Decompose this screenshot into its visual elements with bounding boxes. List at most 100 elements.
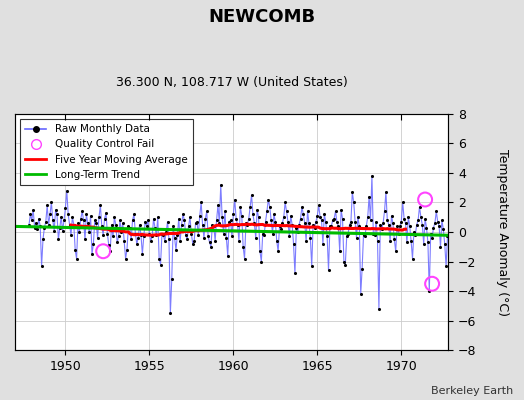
Point [57,214,66,220]
Point [361,233,369,240]
Point [381,189,390,195]
Point [350,199,358,206]
Point [322,218,330,225]
Point [267,217,275,224]
Point [210,223,218,229]
Point [216,182,225,188]
Point [46,211,54,218]
Point [438,217,446,224]
Point [393,223,401,229]
Point [239,244,247,250]
Point [364,214,372,220]
Text: NEWCOMB: NEWCOMB [209,8,315,26]
Point [181,232,190,238]
Point [67,232,75,238]
Text: Berkeley Earth: Berkeley Earth [431,386,514,396]
Point [118,220,127,226]
Point [101,216,109,222]
Point [408,256,417,262]
Point [274,248,282,254]
Point [148,233,156,240]
Point [172,246,180,253]
Point [169,223,177,229]
Point [92,220,101,226]
Point [387,212,396,219]
Point [306,235,314,241]
Point [126,224,134,231]
Y-axis label: Temperature Anomaly (°C): Temperature Anomaly (°C) [496,148,509,316]
Point [205,239,214,246]
Point [40,224,49,231]
Point [301,220,309,226]
Point [103,230,112,237]
Point [281,199,289,206]
Point [337,207,345,213]
Point [176,238,184,244]
Point [254,214,263,220]
Point [70,222,78,228]
Point [424,239,432,246]
Point [256,248,264,254]
Point [56,224,64,231]
Point [365,193,373,200]
Point [246,204,254,210]
Point [263,208,271,214]
Point [193,218,201,225]
Point [191,220,200,226]
Point [28,217,36,224]
Point [345,222,354,228]
Point [258,230,267,237]
Point [343,233,351,240]
Point [270,211,278,218]
Point [62,188,71,194]
Point [47,199,56,206]
Point [133,241,141,247]
Point [207,244,215,250]
Point [222,235,231,241]
Point [226,217,235,224]
Point [399,199,407,206]
Point [60,217,68,224]
Point [71,246,79,253]
Point [358,266,366,272]
Point [443,233,452,240]
Point [112,222,120,228]
Point [401,220,410,226]
Point [386,238,394,244]
Point [356,291,365,297]
Point [37,263,46,269]
Point [143,223,151,229]
Point [89,241,97,247]
Point [215,220,224,226]
Point [411,232,420,238]
Point [75,229,83,235]
Point [138,251,147,257]
Point [135,222,144,228]
Point [264,196,272,203]
Point [183,236,191,243]
Point [122,256,130,262]
Point [441,241,449,247]
Point [152,232,160,238]
Point [91,217,99,224]
Point [436,244,445,250]
Point [160,238,169,244]
Point [236,204,245,210]
Point [208,222,216,228]
Point [131,230,139,237]
Point [375,306,383,312]
Point [82,211,91,218]
Point [166,310,174,316]
Point [327,223,335,229]
Point [54,236,62,243]
Point [310,224,319,231]
Point [431,220,439,226]
Point [95,214,103,220]
Point [25,222,33,228]
Point [186,214,194,220]
Point [308,263,316,269]
Point [168,276,176,282]
Point [250,220,258,226]
Point [173,232,181,238]
Point [320,211,329,218]
